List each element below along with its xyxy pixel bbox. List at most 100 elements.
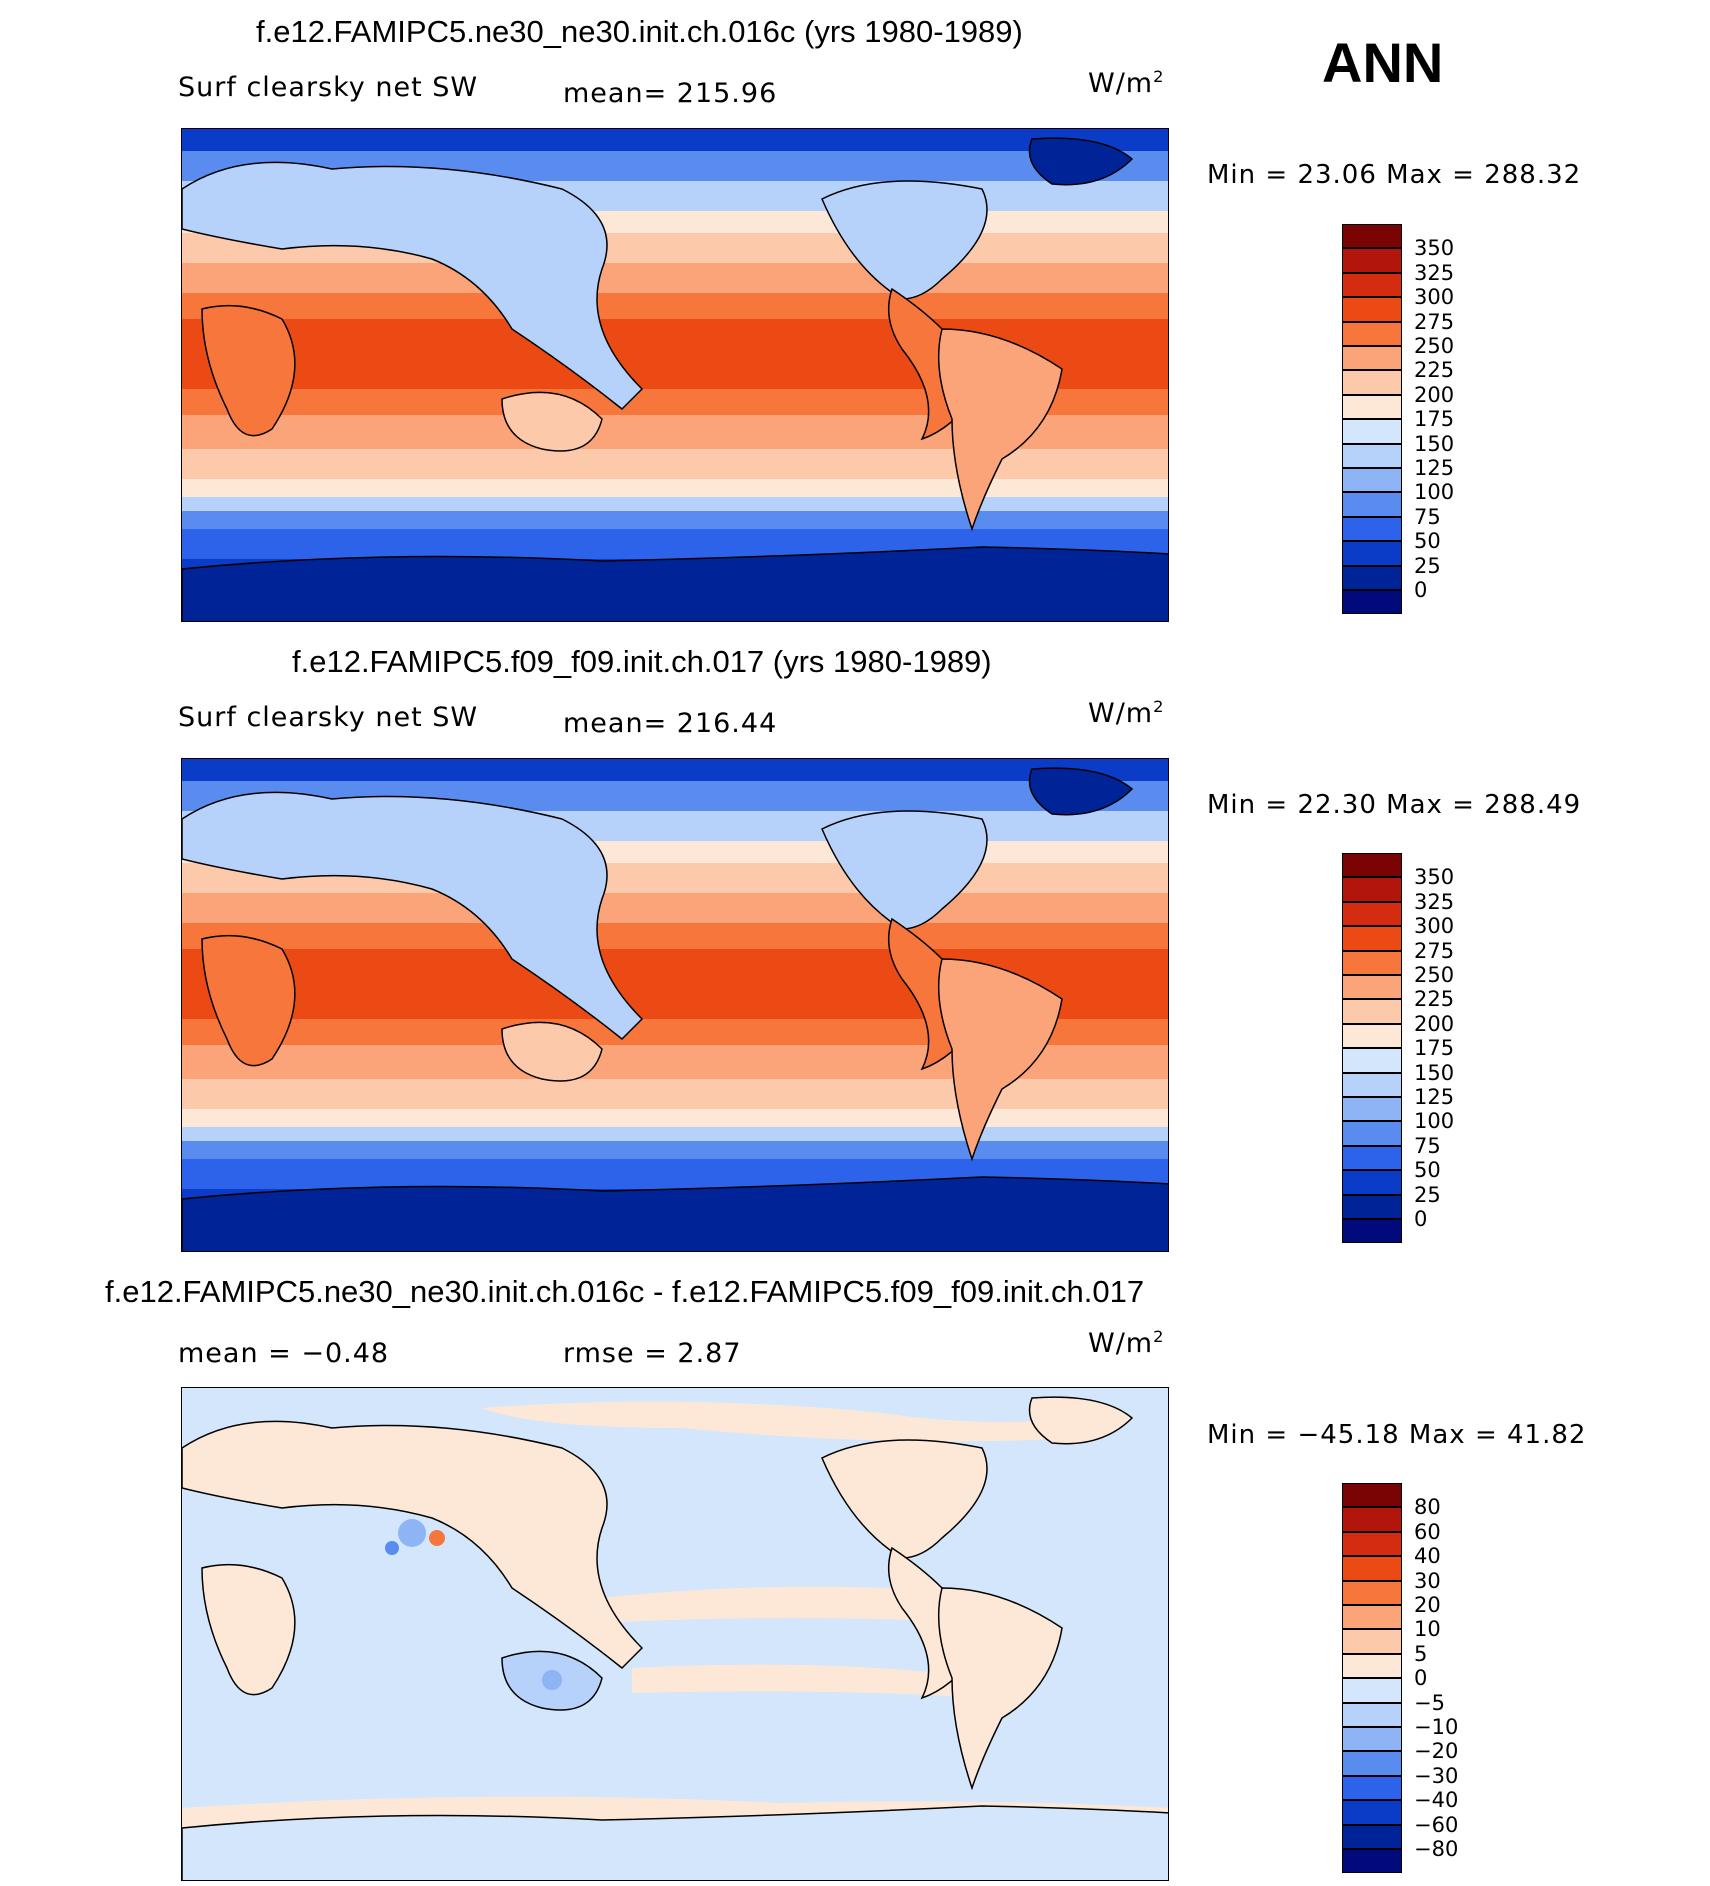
colorbar-label: 275 bbox=[1414, 309, 1455, 334]
colorbar-label: 225 bbox=[1414, 987, 1455, 1012]
colorbar-swatch bbox=[1342, 1751, 1402, 1776]
colorbar-label: 325 bbox=[1414, 260, 1455, 285]
colorbar-swatch bbox=[1342, 853, 1402, 878]
colorbar-label: 225 bbox=[1414, 358, 1455, 383]
colorbar-label: 50 bbox=[1414, 1158, 1441, 1183]
panel3-map-graphic bbox=[182, 1388, 1168, 1880]
colorbar-label: 50 bbox=[1414, 529, 1441, 554]
colorbar-label: 350 bbox=[1414, 865, 1455, 890]
colorbar-swatch bbox=[1342, 1170, 1402, 1195]
colorbar-label: 125 bbox=[1414, 456, 1455, 480]
colorbar-label: 100 bbox=[1414, 480, 1455, 505]
colorbar-swatch bbox=[1342, 1219, 1402, 1244]
panel1-mean: mean= 215.96 bbox=[563, 78, 778, 109]
panel1-minmax: Min = 23.06 Max = 288.32 bbox=[1207, 160, 1582, 190]
panel2-title: f.e12.FAMIPC5.f09_f09.init.ch.017 (yrs 1… bbox=[292, 644, 992, 679]
panel1-map-graphic bbox=[182, 129, 1168, 621]
colorbar-swatch bbox=[1342, 1824, 1402, 1849]
colorbar-label: 75 bbox=[1414, 504, 1441, 529]
colorbar-label: −30 bbox=[1414, 1763, 1459, 1788]
colorbar-swatch bbox=[1342, 272, 1402, 298]
colorbar-label: 150 bbox=[1414, 431, 1455, 456]
panel1-variable: Surf clearsky net SW bbox=[178, 72, 479, 103]
colorbar-swatch bbox=[1342, 1121, 1402, 1146]
colorbar-label: 200 bbox=[1414, 1011, 1455, 1036]
colorbar-label: 5 bbox=[1414, 1641, 1428, 1666]
colorbar-label: −10 bbox=[1414, 1715, 1459, 1739]
colorbar-swatch bbox=[1342, 1048, 1402, 1073]
panel3-colorbar: 80 60 40 30 20 10 5 0 −5 −10 −20 −30 −40 −60 −80 bbox=[1342, 1483, 1458, 1874]
colorbar-label: 300 bbox=[1414, 285, 1455, 310]
colorbar-label: 20 bbox=[1414, 1593, 1441, 1617]
colorbar-swatch bbox=[1342, 1483, 1402, 1508]
colorbar-swatch bbox=[1342, 975, 1402, 1000]
colorbar-swatch bbox=[1342, 1507, 1402, 1532]
colorbar-label: 175 bbox=[1414, 407, 1455, 432]
colorbar-label: 150 bbox=[1414, 1060, 1455, 1085]
colorbar-label: 125 bbox=[1414, 1085, 1455, 1109]
colorbar-label: 60 bbox=[1414, 1519, 1441, 1544]
colorbar-swatch bbox=[1342, 1629, 1402, 1654]
panel2-units: W/m2 bbox=[1088, 697, 1165, 729]
colorbar-swatch bbox=[1342, 1653, 1402, 1679]
colorbar-label: 80 bbox=[1414, 1495, 1441, 1520]
panel3-minmax: Min = −45.18 Max = 41.82 bbox=[1207, 1420, 1587, 1450]
colorbar-label: 0 bbox=[1414, 578, 1428, 602]
panel3-title: f.e12.FAMIPC5.ne30_ne30.init.ch.016c - f… bbox=[105, 1274, 1145, 1309]
colorbar-swatch bbox=[1342, 468, 1402, 493]
colorbar-swatch bbox=[1342, 1072, 1402, 1097]
colorbar-swatch bbox=[1342, 565, 1402, 590]
panel2-minmax: Min = 22.30 Max = 288.49 bbox=[1207, 790, 1582, 820]
colorbar-swatch bbox=[1342, 1605, 1402, 1630]
colorbar-swatch bbox=[1342, 1531, 1402, 1557]
panel3-map bbox=[181, 1387, 1169, 1881]
colorbar-label: 0 bbox=[1414, 1207, 1428, 1231]
panel3-mean: mean = −0.48 bbox=[178, 1338, 390, 1369]
colorbar-label: −20 bbox=[1414, 1739, 1459, 1764]
panel1-map bbox=[181, 128, 1169, 622]
colorbar-label: 325 bbox=[1414, 889, 1455, 914]
colorbar-swatch bbox=[1342, 443, 1402, 468]
colorbar-label: −80 bbox=[1414, 1837, 1459, 1861]
colorbar-swatch bbox=[1342, 1727, 1402, 1752]
colorbar-swatch bbox=[1342, 297, 1402, 322]
colorbar-swatch bbox=[1342, 224, 1402, 249]
colorbar-label: 175 bbox=[1414, 1036, 1455, 1061]
colorbar-swatch bbox=[1342, 1023, 1402, 1049]
colorbar-swatch bbox=[1342, 590, 1402, 615]
colorbar-label: 25 bbox=[1414, 1182, 1441, 1207]
panel2-map bbox=[181, 758, 1169, 1252]
colorbar-swatch bbox=[1342, 901, 1402, 927]
colorbar-swatch bbox=[1342, 1775, 1402, 1801]
colorbar-label: 350 bbox=[1414, 236, 1455, 261]
panel2-map-graphic bbox=[182, 759, 1168, 1251]
colorbar-swatch bbox=[1342, 1556, 1402, 1581]
colorbar-swatch bbox=[1342, 346, 1402, 371]
colorbar-swatch bbox=[1342, 1194, 1402, 1219]
colorbar-swatch bbox=[1342, 541, 1402, 566]
colorbar-swatch bbox=[1342, 926, 1402, 951]
colorbar-swatch bbox=[1342, 999, 1402, 1024]
colorbar-swatch bbox=[1342, 877, 1402, 902]
colorbar-label: 250 bbox=[1414, 334, 1455, 358]
colorbar-label: −5 bbox=[1414, 1690, 1445, 1715]
panel2-variable: Surf clearsky net SW bbox=[178, 702, 479, 733]
colorbar-label: 275 bbox=[1414, 938, 1455, 963]
colorbar-label: 75 bbox=[1414, 1133, 1441, 1158]
colorbar-label: 25 bbox=[1414, 553, 1441, 578]
colorbar-label: 10 bbox=[1414, 1617, 1441, 1642]
colorbar-swatch bbox=[1342, 1580, 1402, 1605]
colorbar-swatch bbox=[1342, 1849, 1402, 1874]
colorbar-label: 0 bbox=[1414, 1666, 1428, 1691]
colorbar-label: 200 bbox=[1414, 382, 1455, 407]
colorbar-swatch bbox=[1342, 1800, 1402, 1825]
colorbar-swatch bbox=[1342, 394, 1402, 420]
colorbar-swatch bbox=[1342, 419, 1402, 444]
colorbar-label: 40 bbox=[1414, 1544, 1441, 1569]
colorbar-label: 300 bbox=[1414, 914, 1455, 939]
panel2-mean: mean= 216.44 bbox=[563, 708, 778, 739]
colorbar-swatch bbox=[1342, 1678, 1402, 1703]
panel1-title: f.e12.FAMIPC5.ne30_ne30.init.ch.016c (yr… bbox=[256, 14, 1023, 49]
colorbar-label: −60 bbox=[1414, 1812, 1459, 1837]
colorbar-swatch bbox=[1342, 950, 1402, 975]
